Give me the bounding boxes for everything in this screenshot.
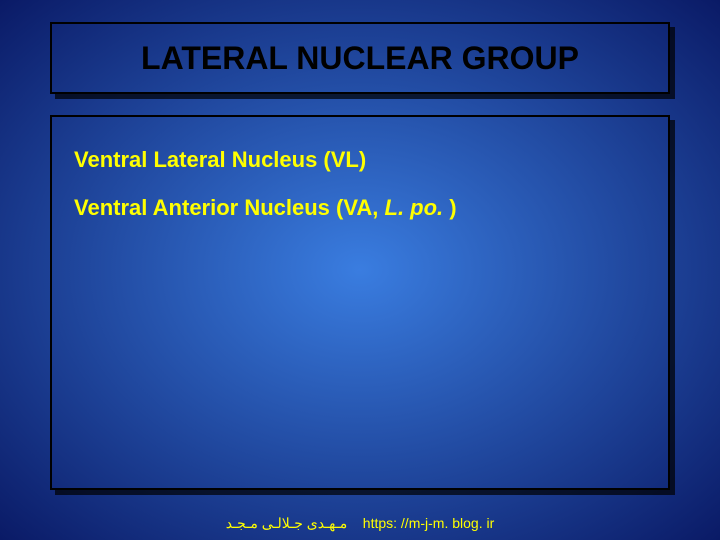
line2-italic: L. po. bbox=[385, 195, 444, 220]
title-box: LATERAL NUCLEAR GROUP bbox=[50, 22, 670, 94]
line2-after: ) bbox=[443, 195, 456, 220]
slide-title: LATERAL NUCLEAR GROUP bbox=[141, 40, 579, 77]
content-line-1: Ventral Lateral Nucleus (VL) bbox=[74, 147, 646, 173]
content-line-2: Ventral Anterior Nucleus (VA, L. po. ) bbox=[74, 195, 646, 221]
footer: ﻣـﻬـﺪﯼ ﺟـﻼﻟـﯽ ﻣـﺠـﺪ https: //m-j-m. blog… bbox=[0, 515, 720, 532]
footer-url: https: //m-j-m. blog. ir bbox=[363, 515, 494, 531]
line2-plain: Ventral Anterior Nucleus (VA, bbox=[74, 195, 385, 220]
line1-plain: Ventral Lateral Nucleus (VL) bbox=[74, 147, 366, 172]
footer-author: ﻣـﻬـﺪﯼ ﺟـﻼﻟـﯽ ﻣـﺠـﺪ bbox=[226, 515, 347, 531]
slide: LATERAL NUCLEAR GROUP Ventral Lateral Nu… bbox=[0, 0, 720, 540]
content-box: Ventral Lateral Nucleus (VL) Ventral Ant… bbox=[50, 115, 670, 490]
